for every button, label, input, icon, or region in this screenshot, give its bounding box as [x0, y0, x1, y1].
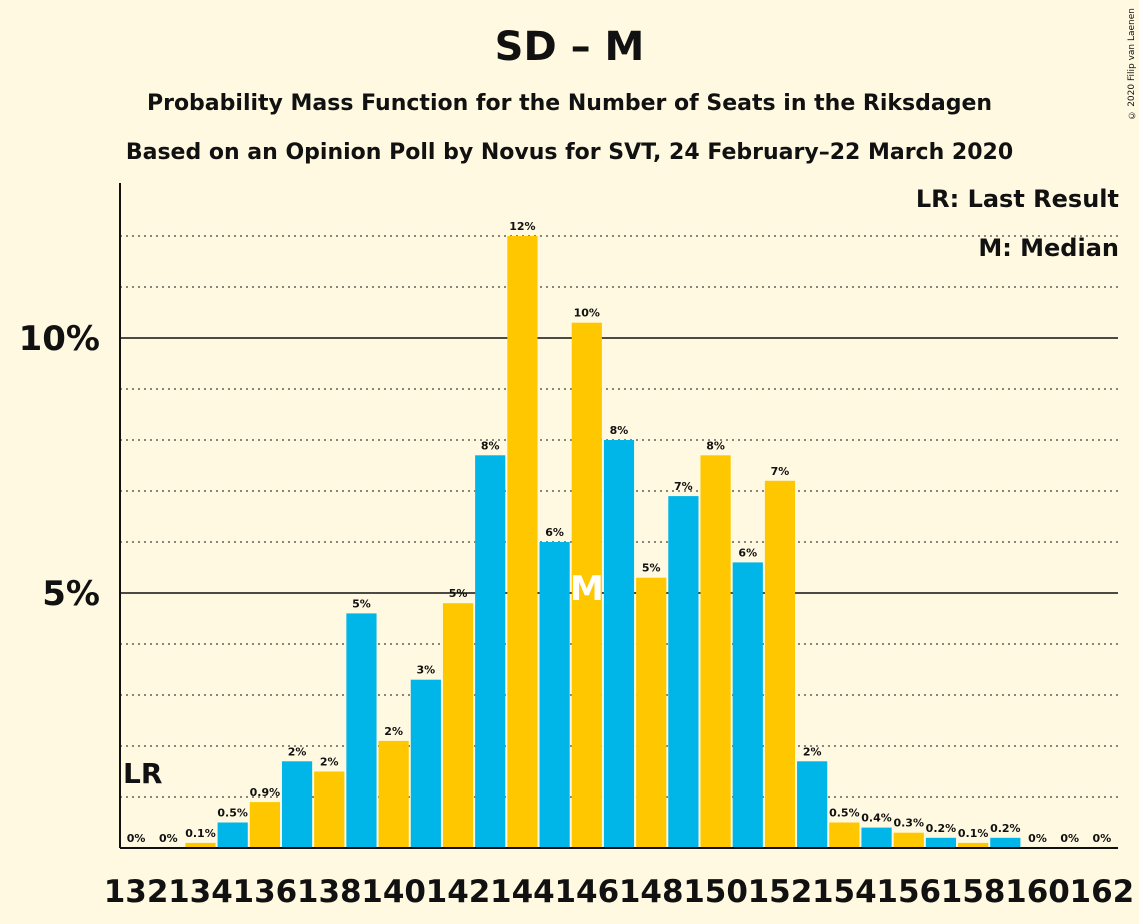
bar-150 — [700, 455, 731, 848]
bar-label-140: 2% — [384, 725, 403, 738]
bar-145 — [539, 542, 570, 848]
bar-144 — [507, 236, 538, 848]
x-tick-label: 132 — [104, 874, 169, 910]
bar-label-136: 0.9% — [250, 786, 281, 799]
legend-median: M: Median — [978, 234, 1119, 262]
bar-154 — [829, 822, 860, 848]
chart-subtitle-poll: Based on an Opinion Poll by Novus for SV… — [125, 140, 1014, 165]
bar-label-134: 0.1% — [185, 827, 216, 840]
bar-label-139: 5% — [352, 597, 371, 610]
x-tick-label: 150 — [683, 874, 748, 910]
bar-label-132: 0% — [127, 832, 146, 845]
x-tick-label: 156 — [876, 874, 941, 910]
bar-label-152: 7% — [771, 465, 790, 478]
bar-159 — [990, 837, 1021, 848]
bar-label-133: 0% — [159, 832, 178, 845]
bar-155 — [861, 827, 892, 848]
bar-141 — [410, 679, 441, 848]
x-tick-label: 148 — [619, 874, 684, 910]
bar-135 — [217, 822, 248, 848]
bar-147 — [603, 440, 635, 848]
bar-label-161: 0% — [1060, 832, 1079, 845]
bar-label-146: 10% — [574, 307, 600, 320]
x-tick-label: 158 — [941, 874, 1006, 910]
y-tick-label: 5% — [42, 574, 100, 614]
bar-156 — [893, 832, 924, 848]
bar-136 — [249, 802, 280, 848]
x-tick-label: 152 — [748, 874, 813, 910]
bar-value-labels: 0% 0% 0.1%0.5%0.9%2%2%5%2%3%5%8%12%6%10%8%… — [123, 220, 1111, 845]
bar-label-151: 6% — [738, 546, 757, 559]
bar-label-158: 0.1% — [958, 827, 989, 840]
bar-label-144: 12% — [509, 220, 535, 233]
bar-152 — [764, 480, 796, 848]
bar-label-155: 0.4% — [861, 812, 892, 825]
bar-label-137: 2% — [288, 745, 307, 758]
bar-140 — [378, 740, 409, 848]
bar-label-149: 7% — [674, 480, 693, 493]
x-tick-label: 160 — [1005, 874, 1070, 910]
bar-157 — [925, 837, 957, 848]
bar-label-145: 6% — [545, 526, 564, 539]
x-tick-label: 154 — [812, 874, 877, 910]
bar-label-142: 5% — [449, 587, 468, 600]
x-tick-label: 134 — [168, 874, 233, 910]
bar-148 — [636, 577, 667, 848]
bar-label-138: 2% — [320, 756, 339, 769]
bar-151 — [732, 562, 763, 848]
x-tick-label: 146 — [554, 874, 619, 910]
x-tick-label: 162 — [1070, 874, 1135, 910]
median-marker: M — [570, 569, 604, 609]
bar-label-159: 0.2% — [990, 822, 1021, 835]
y-tick-label: 10% — [19, 319, 100, 359]
legend-last-result: LR: Last Result — [915, 185, 1119, 213]
bar-label-150: 8% — [706, 439, 725, 452]
bar-label-162: 0% — [1093, 832, 1112, 845]
bar-139 — [346, 613, 377, 848]
bar-label-141: 3% — [416, 664, 435, 677]
bars — [185, 236, 1021, 848]
bar-134 — [185, 842, 216, 848]
bar-label-148: 5% — [642, 562, 661, 575]
bar-label-147: 8% — [610, 424, 629, 437]
bar-143 — [475, 455, 506, 848]
chart-subtitle: Probability Mass Function for the Number… — [146, 91, 993, 116]
axes: 5%10%132 134 136 138 140 142 144 146 148 150 152 15… — [19, 183, 1135, 910]
bar-146 — [571, 322, 602, 848]
x-tick-label: 140 — [361, 874, 426, 910]
bar-label-156: 0.3% — [893, 817, 924, 830]
bar-142 — [442, 603, 474, 848]
bar-138 — [314, 771, 345, 848]
last-result-marker: LR — [123, 757, 162, 790]
bar-137 — [281, 761, 313, 848]
x-tick-label: 136 — [233, 874, 298, 910]
bar-158 — [958, 842, 989, 848]
bar-label-143: 8% — [481, 439, 500, 452]
bar-label-154: 0.5% — [829, 807, 860, 820]
bar-label-160: 0% — [1028, 832, 1047, 845]
bar-153 — [797, 761, 828, 848]
chart-title: SD – M — [494, 24, 645, 70]
x-tick-label: 138 — [297, 874, 362, 910]
bar-149 — [668, 496, 699, 848]
bar-label-135: 0.5% — [217, 807, 248, 820]
bar-label-153: 2% — [803, 745, 822, 758]
x-tick-label: 142 — [426, 874, 491, 910]
bar-label-157: 0.2% — [926, 822, 957, 835]
x-tick-label: 144 — [490, 874, 555, 910]
